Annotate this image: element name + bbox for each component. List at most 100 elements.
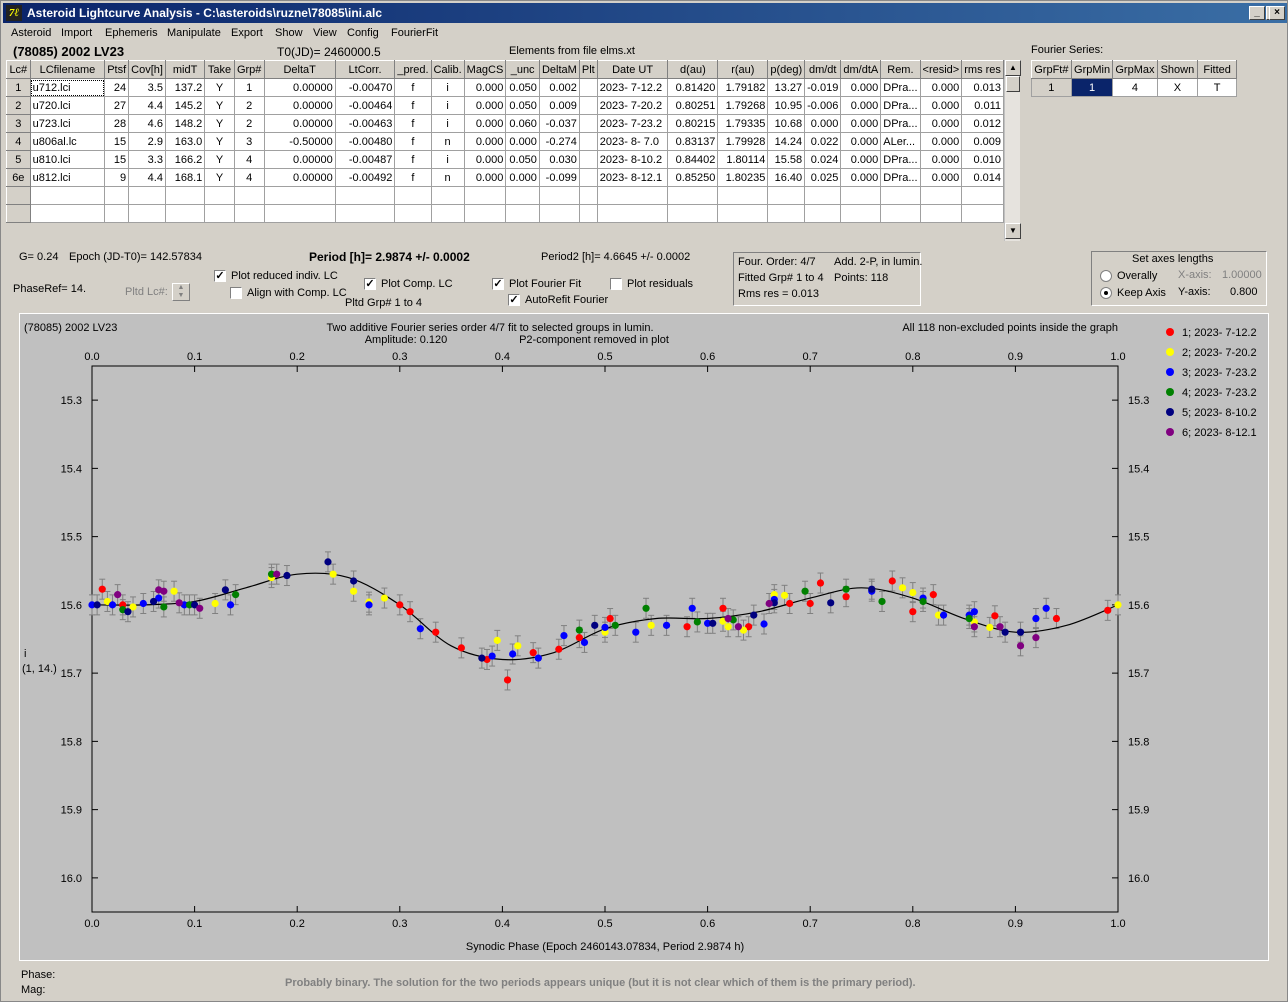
- menu-manipulate[interactable]: Manipulate: [167, 27, 221, 39]
- table-cell[interactable]: 0.050: [505, 150, 540, 169]
- table-cell[interactable]: [578, 96, 598, 115]
- table-cell[interactable]: Y: [204, 96, 235, 115]
- scroll-thumb[interactable]: [1006, 76, 1020, 92]
- table-cell[interactable]: [164, 204, 206, 223]
- table-cell[interactable]: 3.5: [128, 78, 166, 97]
- menu-view[interactable]: View: [313, 27, 337, 39]
- table-cell[interactable]: 1.80235: [717, 168, 769, 187]
- table-cell[interactable]: 0.010: [961, 150, 1004, 169]
- table-cell[interactable]: -0.00464: [334, 96, 396, 115]
- table-cell[interactable]: [29, 186, 106, 205]
- table-cell[interactable]: 0.060: [505, 114, 540, 133]
- table-cell[interactable]: u806al.lc: [29, 132, 106, 151]
- fourier-column-header[interactable]: GrpMin: [1070, 60, 1114, 79]
- table-cell[interactable]: 2023- 7-23.2: [596, 114, 669, 133]
- menu-fourierfit[interactable]: FourierFit: [391, 27, 439, 39]
- table-cell[interactable]: 14.24: [767, 132, 806, 151]
- close-button[interactable]: ×: [1269, 6, 1285, 20]
- table-cell[interactable]: 0.000: [919, 114, 963, 133]
- table-cell[interactable]: [578, 78, 598, 97]
- table-cell[interactable]: [880, 204, 921, 223]
- table-cell[interactable]: 163.0: [164, 132, 206, 151]
- table-cell[interactable]: 13.27: [767, 78, 806, 97]
- table-cell[interactable]: [463, 204, 507, 223]
- table-cell[interactable]: [204, 204, 235, 223]
- column-header[interactable]: Lc#: [6, 60, 31, 79]
- table-cell[interactable]: 3: [233, 132, 265, 151]
- scroll-down-button[interactable]: ▼: [1005, 223, 1021, 239]
- table-cell[interactable]: -0.006: [804, 96, 842, 115]
- table-cell[interactable]: 0.00000: [263, 78, 336, 97]
- table-cell[interactable]: 0.00000: [263, 96, 336, 115]
- table-cell[interactable]: [204, 186, 235, 205]
- table-cell[interactable]: [6, 186, 31, 205]
- table-cell[interactable]: [104, 204, 130, 223]
- table-cell[interactable]: [128, 186, 166, 205]
- table-cell[interactable]: [6, 204, 31, 223]
- table-cell[interactable]: 0.030: [538, 150, 580, 169]
- table-cell[interactable]: 4: [233, 150, 265, 169]
- table-cell[interactable]: -0.50000: [263, 132, 336, 151]
- column-header[interactable]: dm/dt: [804, 60, 842, 79]
- table-cell[interactable]: f: [394, 78, 432, 97]
- column-header[interactable]: Plt: [578, 60, 598, 79]
- table-cell[interactable]: [961, 186, 1004, 205]
- y-axis-value[interactable]: 0.800: [1230, 286, 1258, 298]
- table-cell[interactable]: -0.00492: [334, 168, 396, 187]
- table-cell[interactable]: [804, 204, 842, 223]
- table-cell[interactable]: [840, 186, 882, 205]
- table-cell[interactable]: 0.000: [505, 132, 540, 151]
- table-cell[interactable]: 145.2: [164, 96, 206, 115]
- table-cell[interactable]: 2023- 8- 7.0: [596, 132, 669, 151]
- menu-show[interactable]: Show: [275, 27, 303, 39]
- table-cell[interactable]: 0.000: [919, 150, 963, 169]
- column-header[interactable]: Date UT: [596, 60, 669, 79]
- table-cell[interactable]: 9: [104, 168, 130, 187]
- fourier-column-header[interactable]: Fitted: [1197, 60, 1237, 79]
- column-header[interactable]: p(deg): [767, 60, 806, 79]
- table-cell[interactable]: DPra...: [880, 78, 921, 97]
- table-cell[interactable]: 10.95: [767, 96, 806, 115]
- table-cell[interactable]: 0.00000: [263, 168, 336, 187]
- table-cell[interactable]: 0.80251: [667, 96, 719, 115]
- table-cell[interactable]: [29, 204, 106, 223]
- table-cell[interactable]: DPra...: [880, 114, 921, 133]
- table-cell[interactable]: [919, 186, 963, 205]
- fourier-series-table[interactable]: GrpFt# GrpMin GrpMax Shown Fitted 1 1 4 X T: [1031, 60, 1237, 97]
- table-cell[interactable]: 1: [6, 78, 31, 97]
- minimize-button[interactable]: _: [1249, 6, 1265, 20]
- keep-axis-radio[interactable]: [1100, 287, 1112, 299]
- table-cell[interactable]: [961, 204, 1004, 223]
- column-header[interactable]: rms res: [961, 60, 1004, 79]
- menu-import[interactable]: Import: [61, 27, 93, 39]
- table-cell[interactable]: [334, 186, 396, 205]
- table-cell[interactable]: [164, 186, 206, 205]
- table-cell[interactable]: 0.024: [804, 150, 842, 169]
- table-cell[interactable]: i: [430, 78, 465, 97]
- table-cell[interactable]: [394, 204, 432, 223]
- column-header[interactable]: _unc: [505, 60, 540, 79]
- plot-residuals-checkbox[interactable]: [610, 278, 622, 290]
- table-cell[interactable]: f: [394, 96, 432, 115]
- column-header[interactable]: LtCorr.: [334, 60, 396, 79]
- table-cell[interactable]: 5: [6, 150, 31, 169]
- overally-radio[interactable]: [1100, 270, 1112, 282]
- fourier-cell[interactable]: X: [1156, 78, 1199, 97]
- table-cell[interactable]: [717, 204, 769, 223]
- table-row[interactable]: [6, 204, 1004, 223]
- column-header[interactable]: r(au): [717, 60, 769, 79]
- table-cell[interactable]: 0.011: [961, 96, 1004, 115]
- table-cell[interactable]: 0.002: [538, 78, 580, 97]
- table-cell[interactable]: [263, 204, 336, 223]
- table-cell[interactable]: -0.099: [538, 168, 580, 187]
- column-header[interactable]: Grp#: [233, 60, 265, 79]
- table-cell[interactable]: 0.000: [840, 96, 882, 115]
- table-cell[interactable]: -0.274: [538, 132, 580, 151]
- table-cell[interactable]: 0.014: [961, 168, 1004, 187]
- table-cell[interactable]: 4: [6, 132, 31, 151]
- table-cell[interactable]: [578, 114, 598, 133]
- table-cell[interactable]: 27: [104, 96, 130, 115]
- table-cell[interactable]: 2.9: [128, 132, 166, 151]
- table-cell[interactable]: f: [394, 132, 432, 151]
- table-cell[interactable]: 0.00000: [263, 150, 336, 169]
